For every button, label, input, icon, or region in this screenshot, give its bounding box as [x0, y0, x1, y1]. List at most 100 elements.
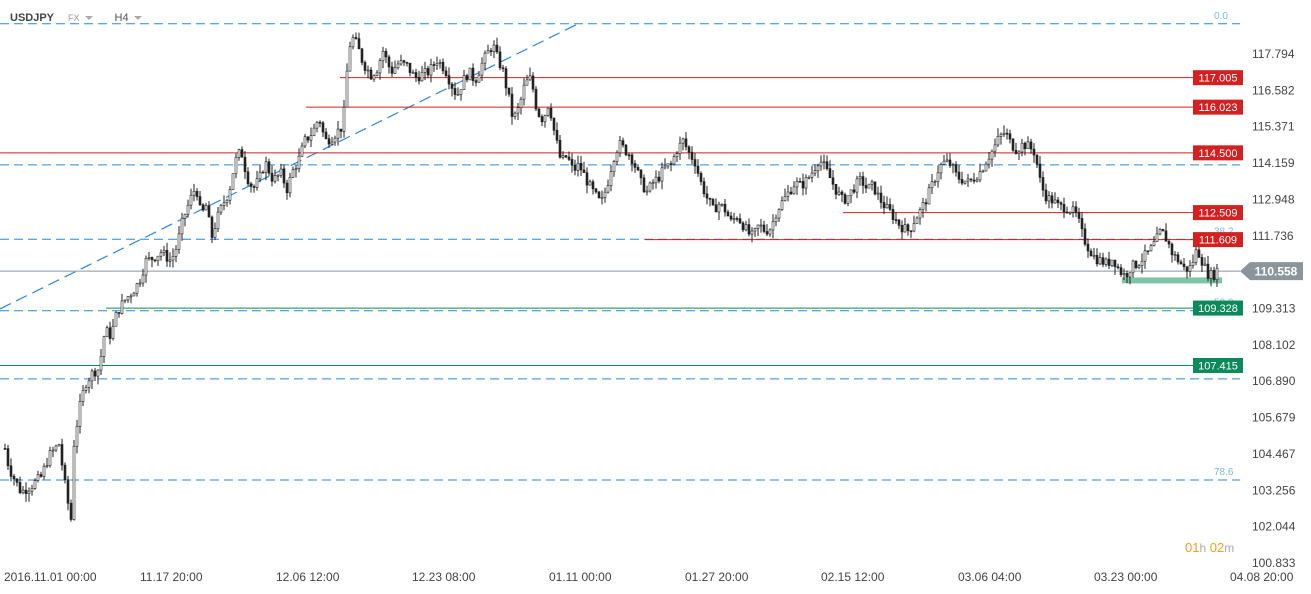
candle-body	[843, 194, 847, 204]
candle	[1185, 266, 1189, 279]
candle	[342, 100, 346, 138]
candle	[564, 154, 568, 159]
candle	[33, 478, 37, 490]
candle	[333, 135, 337, 146]
candle-body	[144, 258, 148, 276]
candle-body	[735, 218, 739, 220]
candle	[780, 196, 784, 212]
candle	[468, 67, 472, 81]
candle-body	[1194, 249, 1198, 263]
timeframe-label[interactable]: H4	[114, 12, 129, 24]
candle-body	[723, 203, 727, 213]
candle-body	[1086, 243, 1090, 252]
candle	[651, 179, 655, 190]
candle	[759, 218, 763, 233]
price-axis[interactable]: 117.794 116.582 115.371 114.159 112.948 111.7…	[1252, 47, 1296, 570]
candle-body	[366, 69, 370, 72]
candle	[873, 181, 877, 196]
candle-body	[303, 136, 307, 147]
candle	[792, 181, 796, 195]
candle	[864, 177, 868, 194]
timeframe-chevron-down-icon[interactable]	[133, 16, 142, 20]
market-chevron-down-icon[interactable]	[84, 16, 93, 20]
candle-body	[663, 165, 667, 169]
candle-body	[627, 154, 631, 157]
candle	[132, 291, 136, 297]
candle	[924, 198, 928, 212]
candle	[942, 155, 946, 166]
candle-body	[1089, 250, 1093, 257]
candle-body	[717, 203, 721, 213]
candle	[1065, 206, 1069, 214]
candle-body	[378, 60, 382, 74]
candle	[909, 230, 913, 238]
candle	[105, 325, 109, 338]
candle	[549, 103, 553, 121]
candle-body	[732, 218, 736, 220]
market-label[interactable]: FX	[68, 13, 80, 23]
candle	[921, 197, 925, 218]
fib-level-label: 78.6	[1214, 467, 1234, 478]
candle	[849, 189, 853, 204]
candle-body	[624, 144, 628, 156]
candle-body	[633, 163, 637, 168]
candle-body	[1080, 218, 1084, 230]
candle	[636, 165, 640, 172]
candle-body	[579, 162, 583, 171]
candle	[1110, 259, 1114, 268]
candle-body	[921, 202, 925, 210]
candle	[354, 32, 358, 40]
candle	[186, 199, 190, 218]
candle-body	[186, 204, 190, 215]
candle	[24, 482, 28, 502]
candle	[1056, 197, 1060, 209]
candle-body	[1152, 241, 1156, 246]
candle	[261, 170, 265, 174]
candle	[324, 127, 328, 140]
candle	[987, 151, 991, 169]
candle-body	[1029, 141, 1033, 150]
symbol-label[interactable]: USDJPY	[10, 12, 55, 24]
candle-body	[225, 199, 229, 204]
candle	[1098, 252, 1102, 266]
y-tick-label: 109.313	[1252, 302, 1296, 316]
trendline	[0, 23, 579, 310]
support-label: 109.328	[1193, 300, 1243, 316]
candle	[693, 152, 697, 174]
candle-body	[825, 161, 829, 169]
candle-body	[360, 48, 364, 63]
candle	[495, 37, 499, 54]
candle	[57, 443, 61, 447]
candle	[963, 180, 967, 185]
candle-body	[1062, 204, 1066, 213]
candle	[276, 174, 280, 182]
support-label-text: 107.415	[1198, 360, 1238, 372]
candle-body	[645, 190, 649, 193]
candle	[702, 177, 706, 198]
candle	[897, 219, 901, 229]
candle	[906, 223, 910, 236]
candle	[1089, 248, 1093, 257]
candle	[816, 163, 820, 178]
candle	[828, 160, 832, 179]
candle-body	[315, 121, 319, 129]
candle	[705, 185, 709, 205]
candle	[831, 169, 835, 190]
candle	[258, 165, 262, 183]
candle	[177, 226, 181, 254]
candle-body	[381, 50, 385, 62]
candle	[723, 198, 727, 217]
candle	[786, 185, 790, 202]
candle-body	[873, 181, 877, 195]
candle	[594, 188, 598, 194]
candle	[960, 171, 964, 186]
candle	[171, 248, 175, 268]
candle-body	[312, 127, 316, 137]
support-label-text: 109.328	[1198, 303, 1238, 315]
time-axis[interactable]: 2016.11.01 00:00 11.17 20:00 12.06 12:00 12…	[4, 570, 1294, 584]
candle	[672, 154, 676, 166]
candle-body	[246, 171, 250, 185]
y-tick-label: 102.044	[1252, 520, 1296, 534]
candle-body	[36, 474, 40, 481]
